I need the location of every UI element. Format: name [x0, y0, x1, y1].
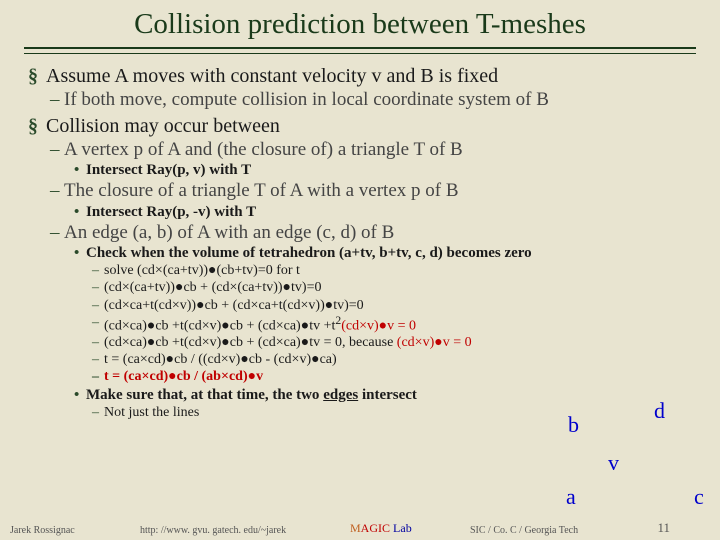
bullet-not-lines: Not just the lines — [28, 404, 692, 421]
bullet-make-sure: Make sure that, at that time, the two ed… — [28, 386, 692, 404]
eq5d: tv = 0, because — [309, 335, 397, 350]
ms-a: Make sure that, at that time, the two — [86, 387, 323, 403]
bullet-ray-pv: Intersect Ray(p, v) with T — [28, 161, 692, 179]
ms-edges: edges — [323, 387, 358, 403]
title-rule-thick — [24, 47, 696, 49]
edge-label-a: a — [566, 484, 576, 510]
eq4a: (cd×ca) — [104, 318, 147, 333]
bullet-assume: Assume A moves with constant velocity v … — [28, 64, 692, 88]
eq4c: cb + (cd×ca) — [230, 318, 301, 333]
footer: Jarek Rossignac http: //www. gvu. gatech… — [0, 520, 720, 536]
eq5a: (cd×ca) — [104, 335, 147, 350]
footer-page: 11 — [640, 520, 670, 536]
eq5f: v = 0 — [443, 335, 472, 350]
eq5b: cb +t(cd×v) — [155, 335, 221, 350]
eq-solve: solve (cd×(ca+tv))●(cb+tv)=0 for t — [28, 262, 692, 279]
eq1a: solve (cd×(ca+tv)) — [104, 263, 208, 278]
bullet-both-move: If both move, compute collision in local… — [28, 88, 692, 111]
eq3c: tv)=0 — [333, 298, 363, 313]
eq5c: cb + (cd×ca) — [230, 335, 301, 350]
edge-label-b: b — [568, 412, 579, 438]
bullet-check-volume: Check when the volume of tetrahedron (a+… — [28, 244, 692, 262]
slide: Collision prediction between T-meshes As… — [0, 0, 720, 540]
eq6a: t = (ca×cd) — [104, 352, 166, 367]
eq6b: cb / ((cd×v) — [174, 352, 240, 367]
edge-label-d: d — [654, 398, 665, 424]
eq3a: (cd×ca+t(cd×v)) — [104, 298, 196, 313]
footer-sic: SIC / Co. C / Georgia Tech — [470, 525, 640, 536]
eq-expand1: (cd×(ca+tv))●cb + (cd×(ca+tv))●tv)=0 — [28, 279, 692, 296]
eq-expand2: (cd×ca+t(cd×v))●cb + (cd×ca+t(cd×v))●tv)… — [28, 297, 692, 314]
title-rule-thin — [24, 53, 696, 54]
eq7c: v — [256, 369, 263, 384]
eq-t-solution1: t = (ca×cd)●cb / ((cd×v)●cb - (cd×v)●ca) — [28, 351, 692, 368]
footer-author: Jarek Rossignac — [10, 525, 140, 536]
eq6d: ca) — [320, 352, 337, 367]
eq4b: cb +t(cd×v) — [155, 318, 221, 333]
footer-url: http: //www. gvu. gatech. edu/~jarek — [140, 525, 350, 536]
slide-title: Collision prediction between T-meshes — [28, 8, 692, 41]
eq4f: (cd×v) — [341, 318, 378, 333]
eq1b: (cb+tv)=0 for t — [217, 263, 300, 278]
eq5e: (cd×v) — [397, 335, 434, 350]
eq-expand3: (cd×ca)●cb +t(cd×v)●cb + (cd×ca)●tv +t2(… — [28, 314, 692, 335]
eq2c: tv)=0 — [291, 280, 321, 295]
eq7a: t = (ca×cd) — [104, 369, 168, 384]
edge-label-v: v — [608, 450, 619, 476]
bullet-edge-edge: An edge (a, b) of A with an edge (c, d) … — [28, 221, 692, 244]
bullet-ray-pminusv: Intersect Ray(p, -v) with T — [28, 203, 692, 221]
footer-lab: MAGIC Lab — [350, 521, 470, 536]
bullet-triangle-vertex: The closure of a triangle T of A with a … — [28, 179, 692, 202]
eq7b: cb / (ab×cd) — [177, 369, 248, 384]
eq2b: cb + (cd×(ca+tv)) — [183, 280, 282, 295]
edge-label-c: c — [694, 484, 704, 510]
ms-c: intersect — [358, 387, 417, 403]
eq2a: (cd×(ca+tv)) — [104, 280, 175, 295]
eq4g: v = 0 — [387, 318, 416, 333]
eq6c: cb - (cd×v) — [249, 352, 311, 367]
eq3b: cb + (cd×ca+t(cd×v)) — [205, 298, 325, 313]
content-body: Assume A moves with constant velocity v … — [28, 64, 692, 421]
eq-t-solution2: t = (ca×cd)●cb / (ab×cd)●v — [28, 368, 692, 385]
bullet-collision: Collision may occur between — [28, 114, 692, 138]
bullet-vertex-triangle: A vertex p of A and (the closure of) a t… — [28, 138, 692, 161]
eq-simplify: (cd×ca)●cb +t(cd×v)●cb + (cd×ca)●tv = 0,… — [28, 334, 692, 351]
eq4d: tv +t — [309, 318, 335, 333]
